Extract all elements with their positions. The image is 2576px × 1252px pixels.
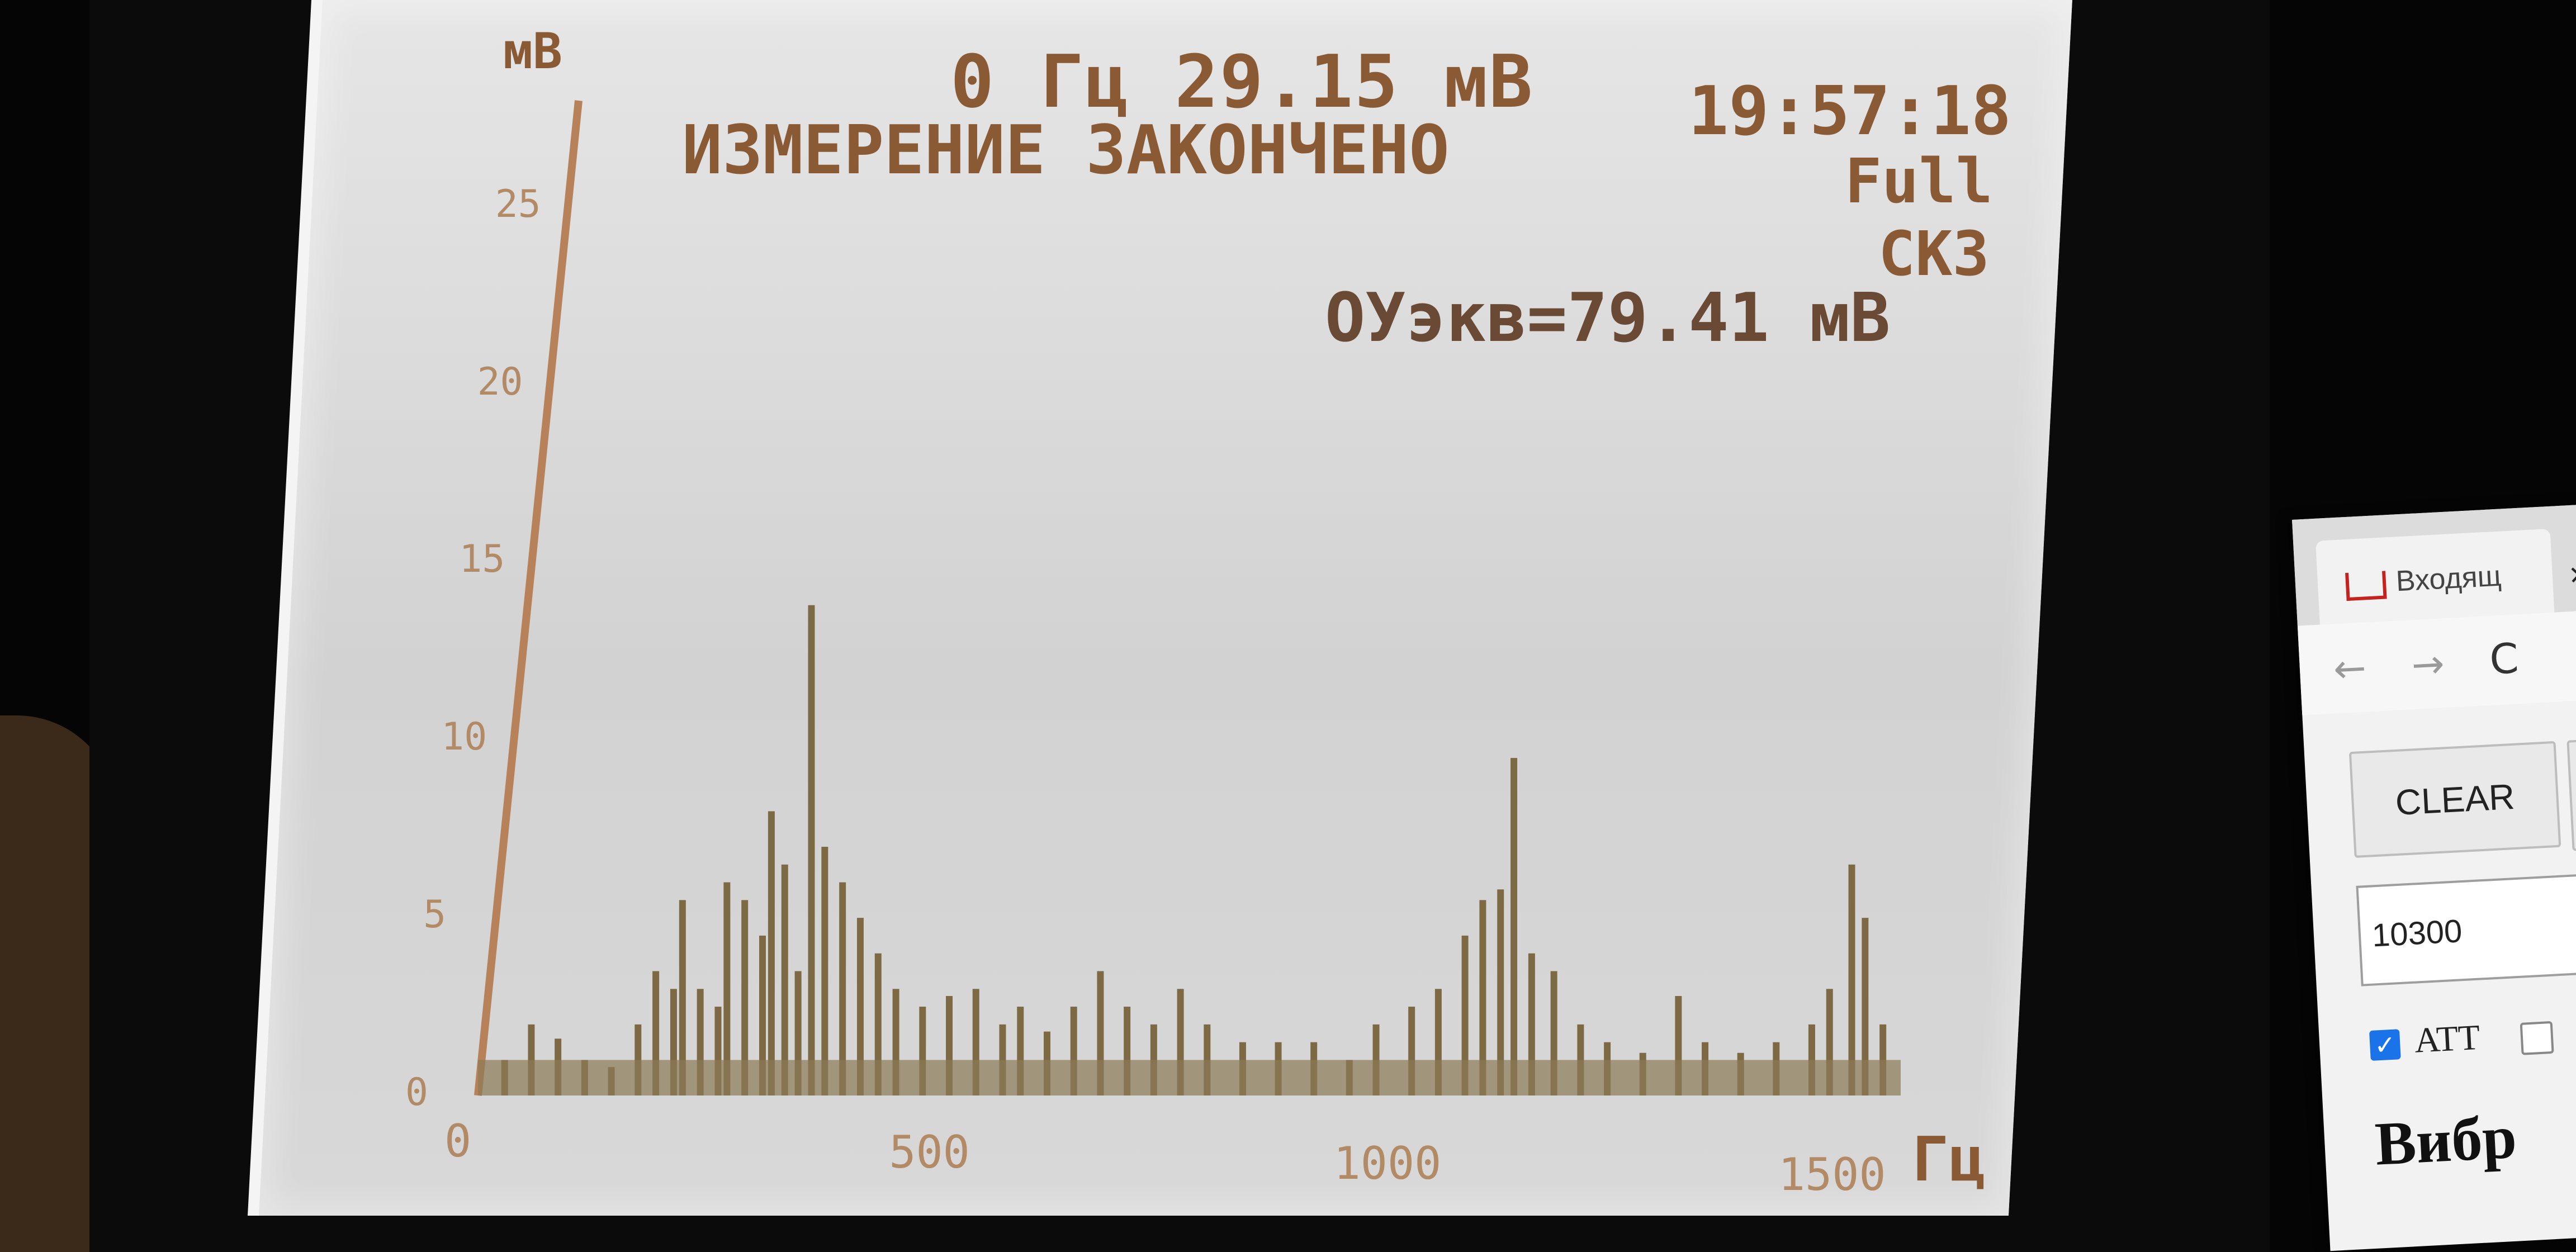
y-tick-label: 5 <box>423 893 447 937</box>
spectrum-bars <box>478 605 1901 1096</box>
clock-time: 19:57:18 <box>1688 73 2011 150</box>
status-text: ИЗМЕРЕНИЕ ЗАКОНЧЕНО <box>682 112 1450 189</box>
spectrum-bar <box>741 900 749 1096</box>
spectrum-bar <box>839 882 846 1096</box>
tab-title: Входящ <box>2395 559 2502 598</box>
x-unit-label: Гц <box>1912 1123 1986 1195</box>
spectrum-bar <box>808 605 815 1096</box>
spectrum-bar <box>781 864 788 1096</box>
equivalent-value: ОУэкв=79.41 мВ <box>1325 279 1891 357</box>
x-tick-label: 1000 <box>1333 1137 1442 1189</box>
spectrum-bar <box>821 847 828 1096</box>
y-tick-label: 10 <box>441 715 487 760</box>
att-checkbox[interactable]: ✓ <box>2369 1029 2401 1061</box>
att-label: ATT <box>2413 1017 2482 1060</box>
mode-label: Full <box>1845 145 1993 217</box>
spectrum-bar <box>1848 864 1855 1096</box>
browser-window: Входящ × ← → C CLEAR ✓ ATT Вибр <box>2292 502 2576 1251</box>
noise-floor-band <box>478 1060 1901 1096</box>
spectrum-bar <box>1461 935 1469 1096</box>
unit-label: мВ <box>503 22 562 80</box>
page-heading: Вибр <box>2373 1102 2518 1178</box>
tab-inbox[interactable]: Входящ × <box>2315 528 2576 625</box>
spectrum-bar <box>1479 900 1486 1096</box>
spectrum-bar <box>1862 918 1869 1096</box>
spectrum-bar <box>759 935 766 1096</box>
tab-bar: Входящ × <box>2292 502 2576 626</box>
back-arrow-icon[interactable]: ← <box>2332 644 2367 693</box>
nav-bar: ← → C <box>2297 608 2576 715</box>
spectrum-bar <box>723 882 731 1096</box>
y-axis-line <box>474 100 583 1096</box>
freq-reading: 0 Гц 29.15 мВ <box>950 39 1534 124</box>
forward-arrow-icon[interactable]: → <box>2410 641 2446 689</box>
clear-button[interactable]: CLEAR <box>2348 741 2561 858</box>
spectrum-bar <box>768 811 775 1096</box>
tab-close-button[interactable]: × <box>2568 555 2576 594</box>
gmail-icon <box>2345 571 2387 601</box>
measure-type-label: СКЗ <box>1878 218 1990 290</box>
spectrum-bar <box>679 900 686 1096</box>
y-tick-label: 0 <box>405 1070 428 1115</box>
spectrum-bar <box>1497 889 1504 1096</box>
y-tick-label: 20 <box>477 359 523 404</box>
x-tick-label: 0 <box>444 1115 472 1167</box>
spectrum-bar <box>1510 758 1518 1096</box>
y-tick-label: 15 <box>459 537 505 582</box>
y-tick-label: 25 <box>495 182 541 226</box>
spectrum-bar <box>856 918 864 1096</box>
x-tick-label: 1500 <box>1778 1149 1886 1201</box>
second-checkbox[interactable] <box>2520 1021 2554 1055</box>
reload-icon[interactable]: C <box>2488 634 2520 684</box>
x-tick-label: 500 <box>889 1126 970 1178</box>
frequency-input[interactable] <box>2356 869 2576 987</box>
second-button[interactable] <box>2566 734 2576 851</box>
